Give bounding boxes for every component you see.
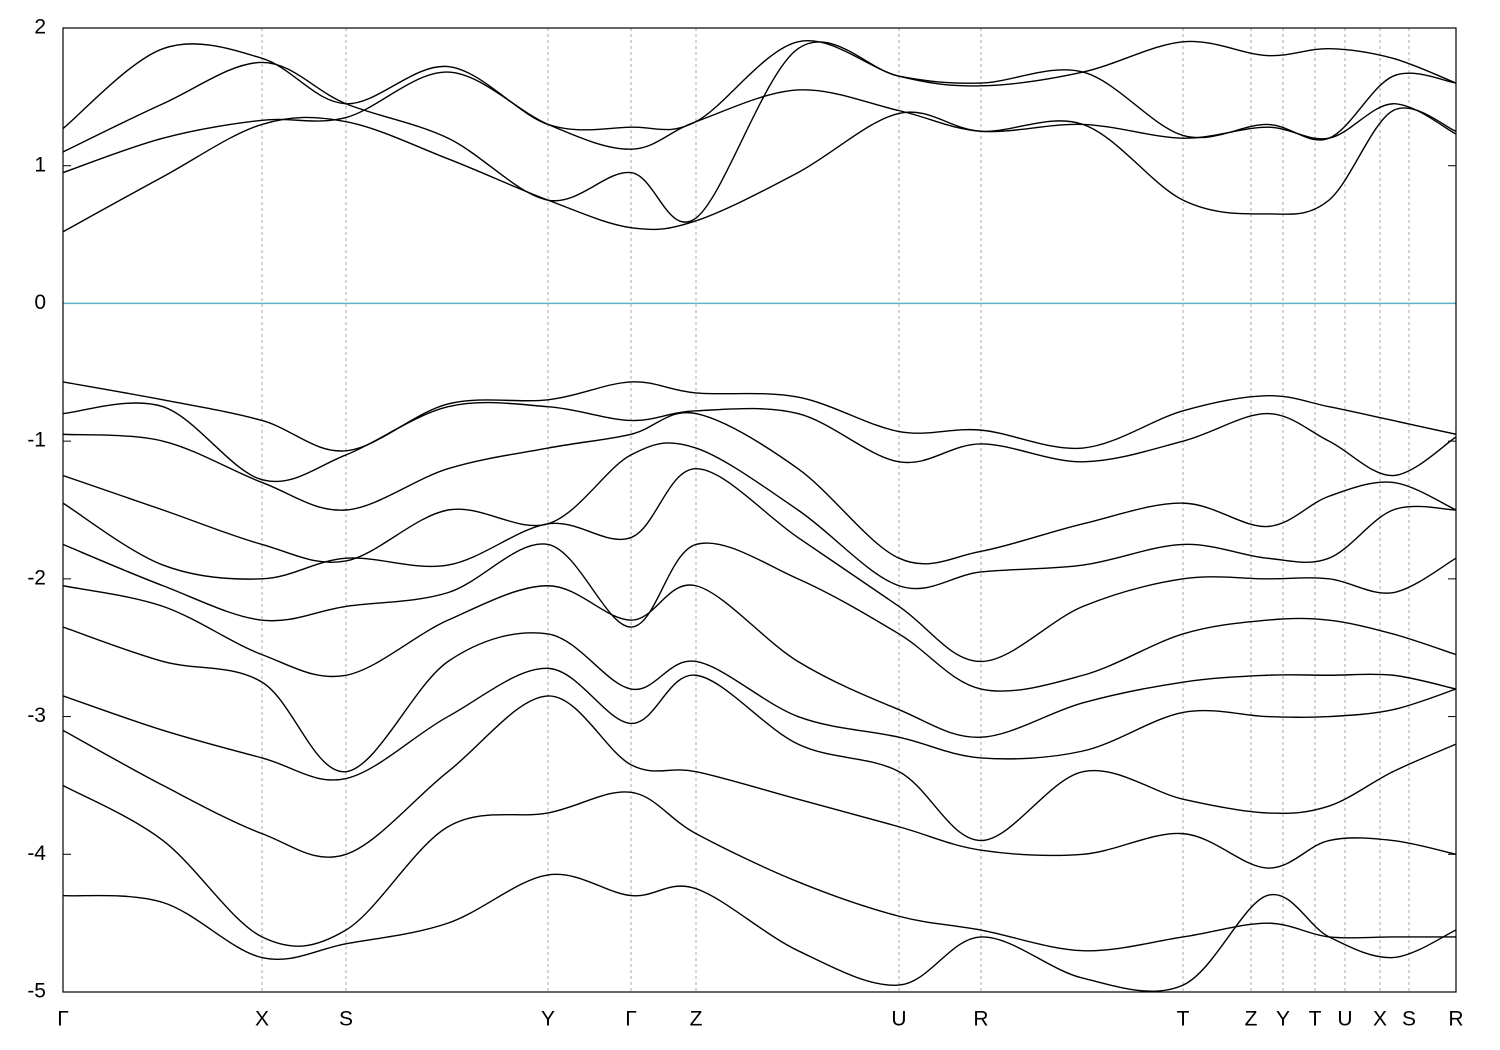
band-line xyxy=(63,40,1456,131)
x-tick-label: T xyxy=(1309,1008,1322,1031)
x-tick-label: X xyxy=(255,1008,269,1031)
band-line xyxy=(63,71,1456,174)
x-tick-label: R xyxy=(1448,1008,1463,1031)
x-tick-label: Y xyxy=(541,1008,555,1031)
band-line xyxy=(63,784,1456,952)
x-tick-label: S xyxy=(1402,1008,1416,1031)
x-tick-label: Y xyxy=(1276,1008,1290,1031)
x-tick-label: X xyxy=(1373,1008,1387,1031)
x-tick-label: Γ xyxy=(625,1008,637,1031)
y-tick-label: -5 xyxy=(27,980,46,1003)
x-tick-label: R xyxy=(973,1008,988,1031)
band-line xyxy=(63,584,1456,738)
band-line xyxy=(63,542,1456,692)
y-tick-label: -4 xyxy=(27,842,46,865)
band-line xyxy=(63,107,1456,233)
band-line xyxy=(63,873,1456,992)
band-line xyxy=(63,411,1456,565)
plot-frame xyxy=(62,27,1457,993)
band-line xyxy=(63,442,1456,590)
x-tick-label: T xyxy=(1177,1008,1190,1031)
x-tick-label: Z xyxy=(690,1008,703,1031)
y-tick-label: 2 xyxy=(34,16,46,39)
bands xyxy=(63,40,1456,992)
band-line xyxy=(63,381,1456,452)
x-tick-label: Γ xyxy=(57,1008,69,1031)
x-tick-label: Z xyxy=(1245,1008,1258,1031)
x-tick-label: U xyxy=(891,1008,906,1031)
band-line xyxy=(63,467,1456,663)
band-line xyxy=(63,695,1456,869)
y-tick-label: 0 xyxy=(34,291,46,314)
y-tick-label: -3 xyxy=(27,704,46,727)
band-line xyxy=(63,41,1456,223)
band-line xyxy=(63,667,1456,842)
y-tick-label: -2 xyxy=(27,566,46,589)
band-line xyxy=(63,401,1456,483)
x-tick-label: U xyxy=(1337,1008,1352,1031)
grid xyxy=(62,27,1457,993)
y-tick-label: 1 xyxy=(34,153,46,176)
x-tick-label: S xyxy=(339,1008,353,1031)
y-tick-label: -1 xyxy=(27,429,46,452)
band-line xyxy=(63,626,1456,773)
